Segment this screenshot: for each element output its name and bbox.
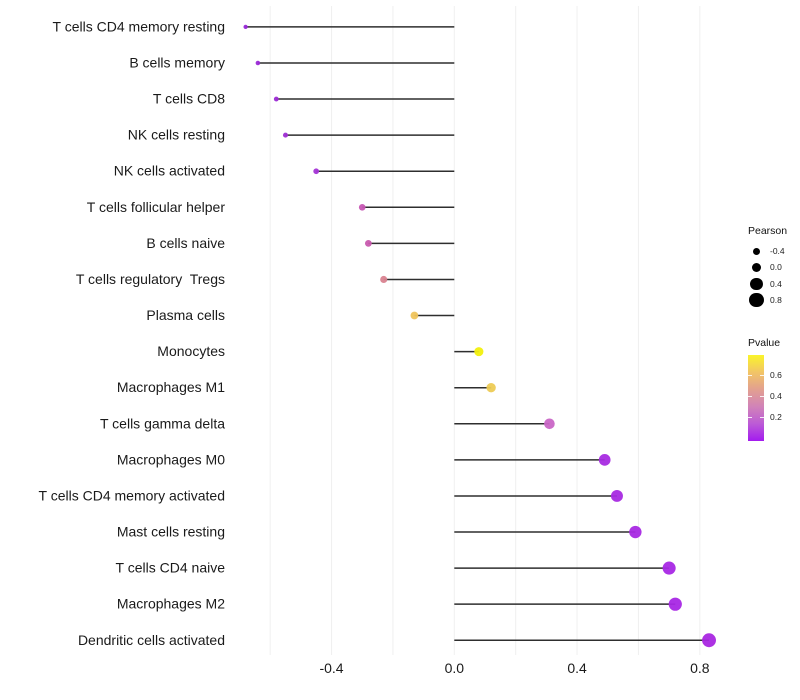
y-axis-label: Macrophages M1	[117, 379, 225, 395]
legend-pearson: Pearson -0.4 0.0 0.4 0.8	[748, 225, 787, 308]
data-point-dot	[598, 453, 611, 466]
y-axis-label: T cells regulatory Tregs	[76, 271, 225, 287]
y-axis-label: Dendritic cells activated	[78, 632, 225, 648]
y-axis-label: T cells follicular helper	[87, 199, 226, 215]
legend-size-label: 0.8	[770, 295, 782, 306]
legend-size-dot-wrap	[749, 247, 764, 255]
pvalue-colorbar-tick	[748, 417, 752, 418]
legend-size-entry: -0.4	[748, 243, 787, 259]
legend-size-dot	[749, 292, 764, 308]
legend-size-entry: 0.0	[748, 259, 787, 275]
y-axis-label: T cells CD4 memory resting	[53, 18, 225, 34]
legend-size-label: 0.0	[770, 262, 782, 273]
y-axis-label: NK cells activated	[114, 163, 225, 179]
pvalue-colorbar-tick	[748, 375, 752, 376]
data-point-dot	[358, 203, 366, 211]
y-axis-label: Plasma cells	[146, 307, 225, 323]
x-tick-label: -0.4	[319, 660, 343, 676]
legend-pearson-items: -0.4 0.0 0.4 0.8	[748, 243, 787, 308]
data-point-dot	[610, 489, 623, 502]
pvalue-colorbar-gradient	[748, 355, 764, 441]
x-tick-label: 0.0	[445, 660, 465, 676]
data-point-dot	[474, 347, 484, 357]
data-point-dot	[273, 96, 279, 102]
y-axis-label: T cells CD8	[153, 91, 225, 107]
legend-pearson-title: Pearson	[748, 225, 788, 237]
y-axis-label: T cells gamma delta	[100, 415, 225, 431]
pvalue-colorbar-tick-label: 0.6	[770, 370, 782, 380]
y-axis-label: Mast cells resting	[117, 524, 225, 540]
y-axis-label: B cells memory	[129, 54, 225, 70]
data-point-dot	[380, 275, 388, 284]
data-point-dot	[702, 633, 716, 648]
pvalue-colorbar-tick	[748, 396, 752, 397]
pvalue-colorbar-tick-label: 0.2	[770, 412, 782, 422]
legend-size-dot-wrap	[749, 292, 764, 308]
data-point-dot	[313, 168, 320, 175]
y-axis-label: T cells CD4 memory activated	[39, 487, 225, 503]
legend-size-entry: 0.8	[748, 292, 787, 308]
pvalue-colorbar-tick-label: 0.4	[770, 391, 782, 401]
legend-size-label: 0.4	[770, 278, 782, 289]
legend-pvalue: Pvalue 0.6 0.4 0.2	[748, 337, 782, 441]
x-tick-label: 0.4	[567, 660, 587, 676]
x-tick-label: 0.8	[690, 660, 710, 676]
pvalue-colorbar-tick	[760, 417, 764, 418]
legend-size-dot-wrap	[749, 262, 764, 273]
pvalue-colorbar-tick	[760, 396, 764, 397]
legend-size-dot-wrap	[749, 277, 764, 290]
legend-pvalue-title: Pvalue	[748, 337, 781, 349]
y-axis-label: Monocytes	[157, 343, 225, 359]
legend-size-entry: 0.4	[748, 276, 787, 292]
data-point-dot	[410, 311, 419, 320]
y-axis-label: NK cells resting	[128, 127, 225, 143]
data-point-dot	[668, 597, 682, 611]
legend-size-dot	[751, 262, 762, 273]
legend-size-label: -0.4	[770, 246, 785, 257]
legend-size-dot	[750, 277, 763, 290]
legend-size-dot	[752, 247, 761, 255]
data-point-dot	[544, 418, 555, 430]
y-axis-label: Macrophages M0	[117, 451, 225, 467]
data-point-dot	[662, 561, 676, 575]
data-point-dot	[255, 60, 261, 66]
data-point-dot	[629, 525, 642, 539]
data-point-dot	[243, 24, 248, 30]
data-point-dot	[282, 132, 289, 138]
pvalue-colorbar-tick	[760, 375, 764, 376]
y-axis-label: Macrophages M2	[117, 596, 225, 612]
data-point-dot	[364, 239, 372, 247]
data-point-dot	[486, 383, 496, 393]
y-axis-label: T cells CD4 naive	[116, 560, 226, 576]
pvalue-colorbar-wrap: 0.6 0.4 0.2	[748, 355, 782, 441]
y-axis-label: B cells naive	[146, 235, 225, 251]
